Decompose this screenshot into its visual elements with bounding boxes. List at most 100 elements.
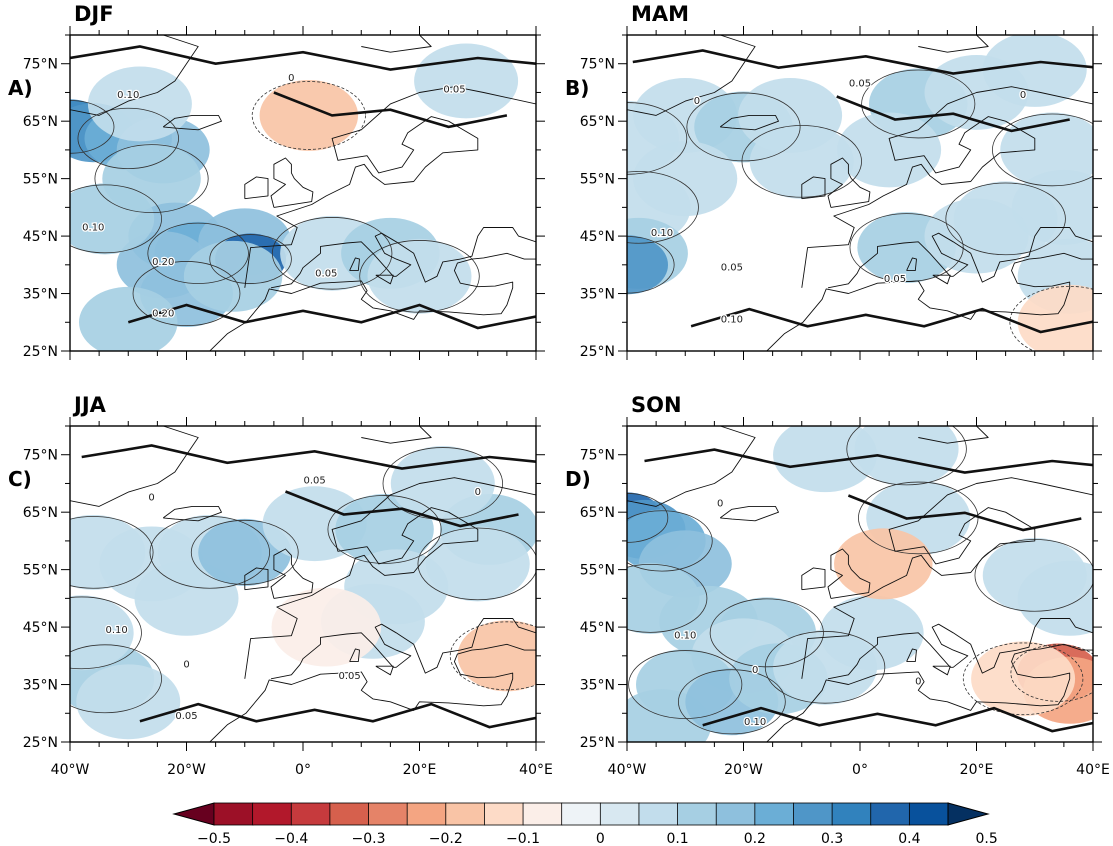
colorbar-swatch <box>484 802 524 826</box>
contour-label: 0.10 <box>117 90 139 101</box>
colorbar-swatch <box>793 802 833 826</box>
coastline-3 <box>827 548 871 599</box>
colorbar-label: 0.1 <box>666 831 688 846</box>
colorbar-swatch <box>561 802 602 826</box>
coastlines <box>627 35 1093 351</box>
contour-label: 0.05 <box>338 671 360 682</box>
contour-label: 0 <box>752 665 758 676</box>
zero-contour-1 <box>139 702 536 729</box>
lat-tick-label: 75°N <box>580 448 615 464</box>
contour-4 <box>861 69 976 139</box>
contour-14 <box>449 621 536 691</box>
contour-6 <box>327 495 442 564</box>
lon-tick-label: 20°W <box>724 762 763 778</box>
contour-22 <box>846 426 967 486</box>
contour-label: 0.05 <box>849 79 871 90</box>
contour-label: 0 <box>1020 90 1026 101</box>
coastline-5 <box>162 114 222 131</box>
contour-label: 0 <box>717 498 723 509</box>
contour-2 <box>77 107 179 170</box>
shading-cell-21 <box>773 426 878 493</box>
colorbar-swatch <box>677 802 718 826</box>
colorbar-swatch <box>368 802 408 826</box>
colorbar-label: 0.3 <box>821 831 843 846</box>
coastline-0 <box>801 477 1093 679</box>
colorbar-swatch <box>870 802 911 826</box>
coastline-5 <box>719 505 779 522</box>
coastline-1 <box>270 227 536 289</box>
lat-tick-label: 75°N <box>23 57 58 73</box>
contour-label: 0.05 <box>304 475 326 486</box>
lat-tick-label: 35°N <box>23 287 58 303</box>
zero-contours <box>632 49 1093 334</box>
zero-contour-2 <box>285 490 519 528</box>
contour-label: 0.05 <box>721 263 743 274</box>
colorbar-swatch <box>638 802 679 826</box>
lon-tick-label: 0° <box>295 762 311 778</box>
shading-cell-17 <box>87 66 192 142</box>
lat-tick-label: 65°N <box>23 505 58 521</box>
shading-cell-16 <box>390 446 495 521</box>
coastlines <box>70 35 536 351</box>
colorbar-swatch <box>252 802 293 826</box>
colorbar-swatch <box>522 802 563 826</box>
lat-tick-label: 45°N <box>580 620 615 636</box>
contour-label: 0 <box>288 73 294 84</box>
zero-contour-1 <box>702 706 1093 733</box>
coastline-9 <box>361 35 432 53</box>
contour-lines <box>70 81 480 327</box>
shading-cell-15 <box>271 587 382 667</box>
contour-8 <box>627 236 675 294</box>
contour-label: 0.05 <box>443 84 465 95</box>
contour-label: 0 <box>148 493 154 504</box>
coastlines <box>70 426 536 742</box>
coastline-7 <box>932 665 951 676</box>
contour-4 <box>94 144 209 214</box>
panel-letter: B) <box>565 76 589 100</box>
lat-tick-label: 45°N <box>23 620 58 636</box>
colorbar-low-triangle <box>172 802 215 826</box>
colorbar-label: −0.4 <box>274 831 308 846</box>
contour-0 <box>70 516 154 589</box>
coastline-1 <box>827 227 1093 289</box>
contour-2 <box>686 92 801 162</box>
shading-cell-17 <box>834 528 933 600</box>
season-title: SON <box>631 393 682 417</box>
zero-contour-2 <box>273 91 508 129</box>
lat-tick-label: 55°N <box>23 172 58 188</box>
contour-12 <box>945 182 1066 256</box>
lon-tick-label: 40°E <box>519 762 553 778</box>
contour-18 <box>1010 644 1093 702</box>
shading-cell-13 <box>183 240 283 312</box>
shading-cell-13 <box>1011 169 1093 245</box>
panel-mam: 0 0.05 0.10 0.10 0.05 0.05 0 75°N 65°N 55°N 45°N 35… <box>565 2 1102 360</box>
contour-18 <box>251 81 366 150</box>
lat-tick-label: 65°N <box>580 505 615 521</box>
colorbar-swatch <box>715 802 756 826</box>
shading-cell-22 <box>854 426 959 487</box>
coastline-3 <box>827 157 871 208</box>
contour-label: 0.10 <box>721 314 743 325</box>
coastline-3 <box>270 548 314 599</box>
colorbar-label: −0.2 <box>429 831 463 846</box>
season-title: JJA <box>72 393 107 417</box>
colorbar-label: 0.5 <box>975 831 997 846</box>
map-area: 0 0.05 0.10 0.10 0.05 0.05 0 <box>627 35 1093 351</box>
zero-contour-1 <box>690 307 1093 334</box>
colorbar-label: −0.1 <box>506 831 540 846</box>
contour-8 <box>132 261 241 327</box>
coastline-7 <box>375 274 394 285</box>
coastline-6 <box>906 648 917 663</box>
colorbar-label: −0.3 <box>352 831 386 846</box>
coastline-5 <box>162 505 222 522</box>
coastline-2 <box>766 643 1093 742</box>
lon-tick-label: 20°E <box>960 762 994 778</box>
contour-0 <box>70 100 115 154</box>
contour-16 <box>992 113 1093 187</box>
lat-tick-label: 55°N <box>580 172 615 188</box>
colorbar-swatch <box>290 802 331 826</box>
coastline-4 <box>801 567 826 591</box>
colorbar-label: −0.5 <box>197 831 231 846</box>
coastline-9 <box>918 426 989 444</box>
